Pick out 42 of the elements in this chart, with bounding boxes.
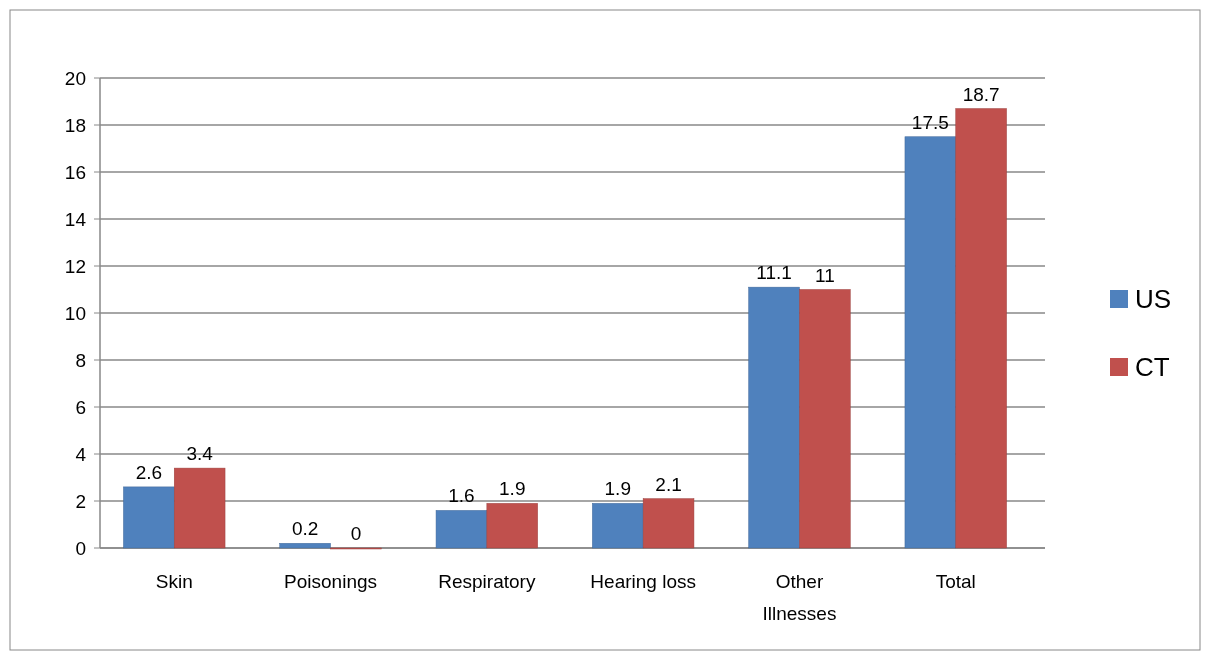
bar xyxy=(123,486,175,549)
x-tick-label: Poisonings xyxy=(284,571,378,592)
legend-label: US xyxy=(1135,284,1172,315)
y-tick-label: 10 xyxy=(64,302,86,324)
data-label: 18.7 xyxy=(962,83,1000,105)
y-tick-label: 12 xyxy=(64,255,86,277)
y-tick-label: 0 xyxy=(75,537,86,559)
data-label: 17.5 xyxy=(911,111,949,133)
x-tick-label: Skin xyxy=(155,571,193,592)
data-label: 2.1 xyxy=(655,473,682,495)
x-tick-label: Respiratory xyxy=(438,571,536,592)
data-label: 3.4 xyxy=(186,443,214,465)
bar xyxy=(435,510,488,549)
y-tick-label: 8 xyxy=(75,349,86,371)
x-tick-label: Other Illnesses xyxy=(762,571,837,624)
data-label: 2.6 xyxy=(135,461,163,483)
x-tick-label: Total xyxy=(935,571,976,592)
y-tick-label: 6 xyxy=(75,396,86,418)
legend-label: CT xyxy=(1135,352,1170,383)
y-tick-label: 16 xyxy=(64,161,86,183)
data-label: 1.9 xyxy=(604,478,631,500)
x-tick-label: Hearing loss xyxy=(590,571,696,592)
bar xyxy=(748,286,800,549)
data-label: 0.2 xyxy=(291,518,319,540)
data-label: 0 xyxy=(350,523,362,544)
bar xyxy=(642,498,695,549)
y-tick-label: 14 xyxy=(64,208,87,230)
bar xyxy=(173,467,226,549)
y-tick-label: 20 xyxy=(64,67,86,89)
data-label: 11 xyxy=(814,264,835,286)
data-label: 11.1 xyxy=(756,262,792,284)
bar xyxy=(904,136,957,549)
y-tick-label: 18 xyxy=(64,114,86,136)
bar xyxy=(279,543,331,549)
bar xyxy=(799,289,851,549)
y-tick-label: 4 xyxy=(75,443,87,465)
bar xyxy=(486,503,538,549)
y-tick-label: 2 xyxy=(75,490,86,512)
data-label: 1.9 xyxy=(499,478,526,500)
data-label: 1.6 xyxy=(448,485,475,507)
bar xyxy=(955,108,1007,549)
bar xyxy=(592,503,644,549)
